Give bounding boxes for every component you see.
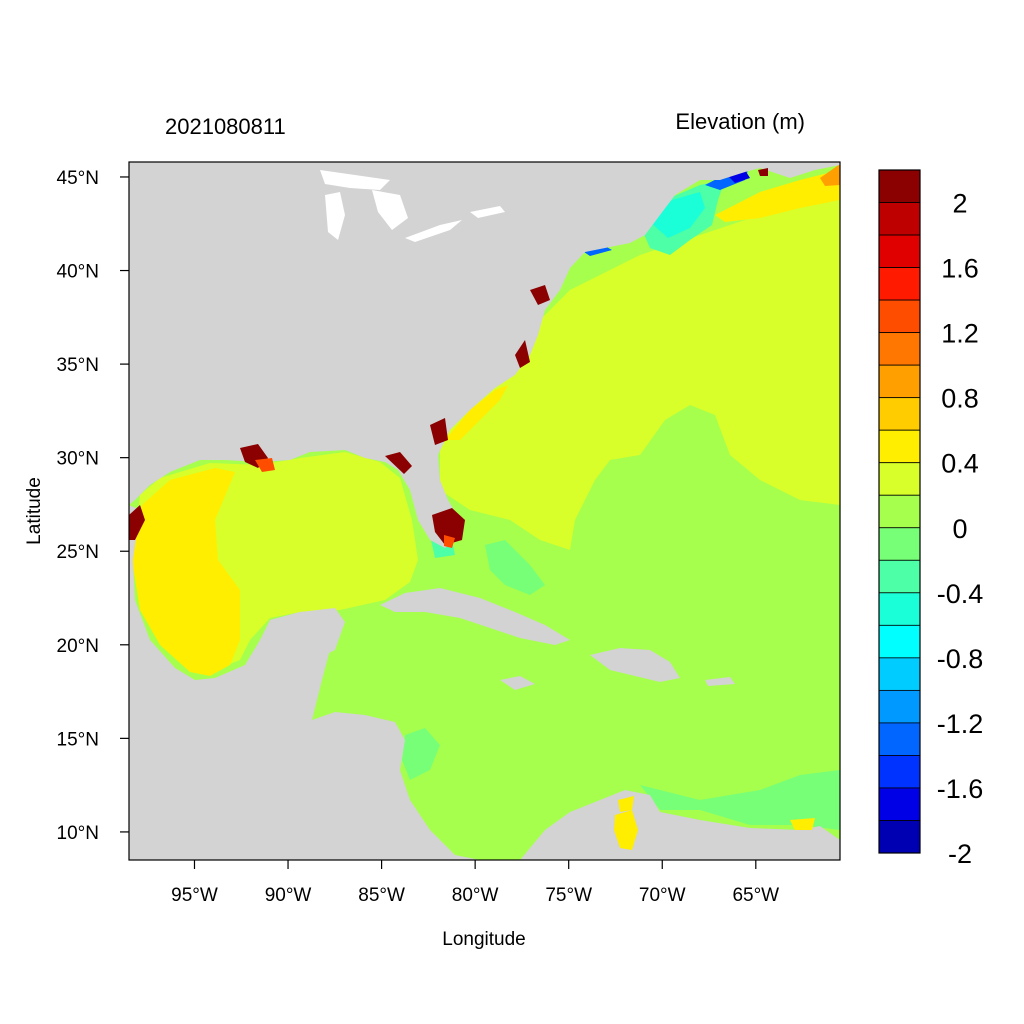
- x-axis: 95°W 90°W 85°W 80°W 75°W 70°W 65°W: [171, 860, 779, 906]
- colorbar-label: -2: [948, 839, 972, 869]
- texas-coast-high: [129, 505, 145, 540]
- chesapeake-coast-high: [530, 285, 550, 305]
- y-tick-label: 40°N: [57, 262, 99, 283]
- mid-atlantic-coast-high: [515, 340, 530, 368]
- colorbar-swatch: [878, 332, 921, 366]
- big-bend-coast-high: [385, 452, 412, 474]
- ocean-atlantic-band: [440, 200, 840, 550]
- land-south-america: [520, 790, 840, 860]
- colorbar-label: 0: [952, 514, 967, 544]
- colorbar-swatch: [878, 494, 921, 529]
- colorbar-swatch: [878, 657, 921, 691]
- colorbar-frame: [878, 169, 921, 854]
- colorbar: 2 1.6 1.2 0.8 0.4 0 -0.4 -0.8 -1.2 -1.6 -2: [878, 169, 984, 869]
- colorbar-swatch: [878, 787, 921, 821]
- date-title: 2021080811: [165, 114, 286, 139]
- colorbar-label: -1.2: [937, 709, 984, 739]
- map-panel: [129, 162, 840, 860]
- y-tick-label: 15°N: [57, 729, 99, 750]
- colorbar-swatch: [878, 559, 921, 594]
- lake-superior: [320, 170, 390, 190]
- bahamas-bank: [485, 540, 545, 595]
- colorbar-swatch: [878, 429, 921, 464]
- colorbar-swatch: [878, 527, 921, 561]
- colorbar-label: 0.8: [941, 384, 979, 414]
- lake-michigan: [325, 192, 345, 240]
- x-tick-label: 70°W: [639, 885, 686, 906]
- lake-ontario: [470, 206, 505, 218]
- x-axis-title: Longitude: [442, 929, 525, 950]
- x-tick-label: 85°W: [358, 885, 405, 906]
- colorbar-label: 1.2: [941, 319, 979, 349]
- land-yucatan: [270, 608, 345, 660]
- colorbar-swatch: [878, 689, 921, 724]
- land-puerto-rico: [705, 677, 735, 686]
- colorbar-label: 0.4: [941, 449, 979, 479]
- y-tick-label: 30°N: [57, 449, 99, 470]
- land-hispaniola: [590, 648, 680, 682]
- maine-coast-high: [758, 168, 768, 176]
- florida-tip-orange: [444, 535, 455, 548]
- colorbar-label: 1.6: [941, 254, 979, 284]
- south-florida-high: [432, 508, 465, 545]
- y-tick-label: 20°N: [57, 636, 99, 657]
- x-tick-label: 65°W: [732, 885, 779, 906]
- y-tick-label: 25°N: [57, 542, 99, 563]
- colorbar-swatch: [878, 267, 921, 301]
- colorbar-swatch: [878, 397, 921, 431]
- ne-atlantic-high: [715, 170, 840, 222]
- colorbar-swatch: [878, 820, 921, 854]
- southern-caribbean-low: [640, 770, 840, 830]
- colorbar-swatch: [878, 624, 921, 659]
- maracaibo-high: [614, 810, 638, 850]
- paria-high: [790, 818, 815, 830]
- colorbar-swatch: [878, 234, 921, 268]
- colorbar-swatch: [878, 722, 921, 756]
- ne-corner-orange: [820, 164, 840, 186]
- colorbar-swatch: [878, 202, 921, 236]
- lake-huron: [372, 190, 408, 230]
- x-tick-label: 75°W: [545, 885, 592, 906]
- colorbar-label: -1.6: [937, 774, 984, 804]
- long-island-low: [584, 246, 612, 256]
- colorbar-label: 2: [952, 189, 967, 219]
- y-axis: 45°N 40°N 35°N 30°N 25°N 20°N 15°N 10°N: [57, 168, 129, 844]
- land-north-america: [129, 162, 840, 548]
- colorbar-label: -0.8: [937, 644, 984, 674]
- colorbar-swatch: [878, 462, 921, 496]
- louisiana-coast-orange: [255, 458, 275, 472]
- se-coast-high: [445, 385, 508, 440]
- land-mexico-central-america: [129, 505, 480, 860]
- bay-of-fundy-core: [728, 170, 750, 183]
- colorbar-swatch: [878, 755, 921, 789]
- colorbar-swatch: [878, 364, 921, 399]
- land-cuba: [380, 588, 570, 645]
- colorbar-label: -0.4: [937, 579, 984, 609]
- variable-title: Elevation (m): [675, 109, 805, 134]
- nicaragua-shelf-low: [402, 728, 440, 780]
- gulf-of-maine-core: [650, 192, 705, 238]
- plot-frame: [128, 161, 841, 861]
- land-jamaica: [500, 676, 535, 690]
- western-gulf-high: [132, 468, 240, 676]
- y-tick-label: 10°N: [57, 823, 99, 844]
- x-tick-label: 80°W: [452, 885, 499, 906]
- carolina-coast-high: [430, 418, 448, 445]
- y-axis-title: Latitude: [24, 477, 45, 545]
- y-tick-label: 45°N: [57, 168, 99, 189]
- gulf-of-venezuela-high: [618, 796, 634, 812]
- x-tick-label: 90°W: [265, 885, 312, 906]
- colorbar-swatch: [878, 169, 921, 203]
- colorbar-swatch: [878, 592, 921, 626]
- colorbar-swatch: [878, 299, 921, 334]
- y-tick-label: 35°N: [57, 355, 99, 376]
- x-tick-label: 95°W: [171, 885, 218, 906]
- lake-erie: [405, 220, 462, 242]
